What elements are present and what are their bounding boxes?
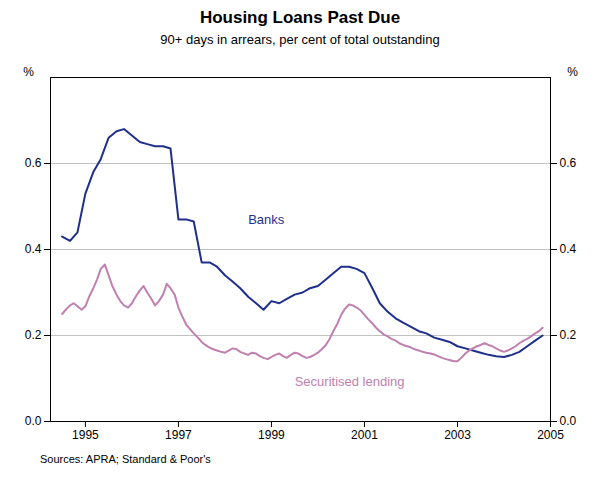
svg-text:%: % [567, 65, 578, 79]
svg-text:0.0: 0.0 [560, 414, 577, 428]
svg-text:0.4: 0.4 [560, 242, 577, 256]
svg-text:%: % [23, 65, 34, 79]
html-text:Sources: APRA; Standard & Poor: Sources: APRA; Standard & Poor's [40, 453, 211, 465]
svg-text:0.6: 0.6 [25, 156, 42, 170]
svg-text:2003: 2003 [444, 428, 471, 442]
svg-text:0.6: 0.6 [560, 156, 577, 170]
svg-text:0.4: 0.4 [25, 242, 42, 256]
svg-text:0.2: 0.2 [560, 328, 577, 342]
svg-text:Banks: Banks [248, 212, 285, 227]
svg-text:Securitised lending: Securitised lending [295, 374, 405, 389]
svg-text:2001: 2001 [351, 428, 378, 442]
svg-text:1997: 1997 [165, 428, 192, 442]
svg-text:0.0: 0.0 [25, 414, 42, 428]
svg-text:1995: 1995 [72, 428, 99, 442]
html-text:90+ days in arrears, per cent: 90+ days in arrears, per cent of total o… [160, 32, 440, 47]
svg-text:0.2: 0.2 [25, 328, 42, 342]
html-text:Housing Loans Past Due: Housing Loans Past Due [199, 8, 401, 27]
svg-text:2005: 2005 [537, 428, 564, 442]
svg-text:1999: 1999 [258, 428, 285, 442]
